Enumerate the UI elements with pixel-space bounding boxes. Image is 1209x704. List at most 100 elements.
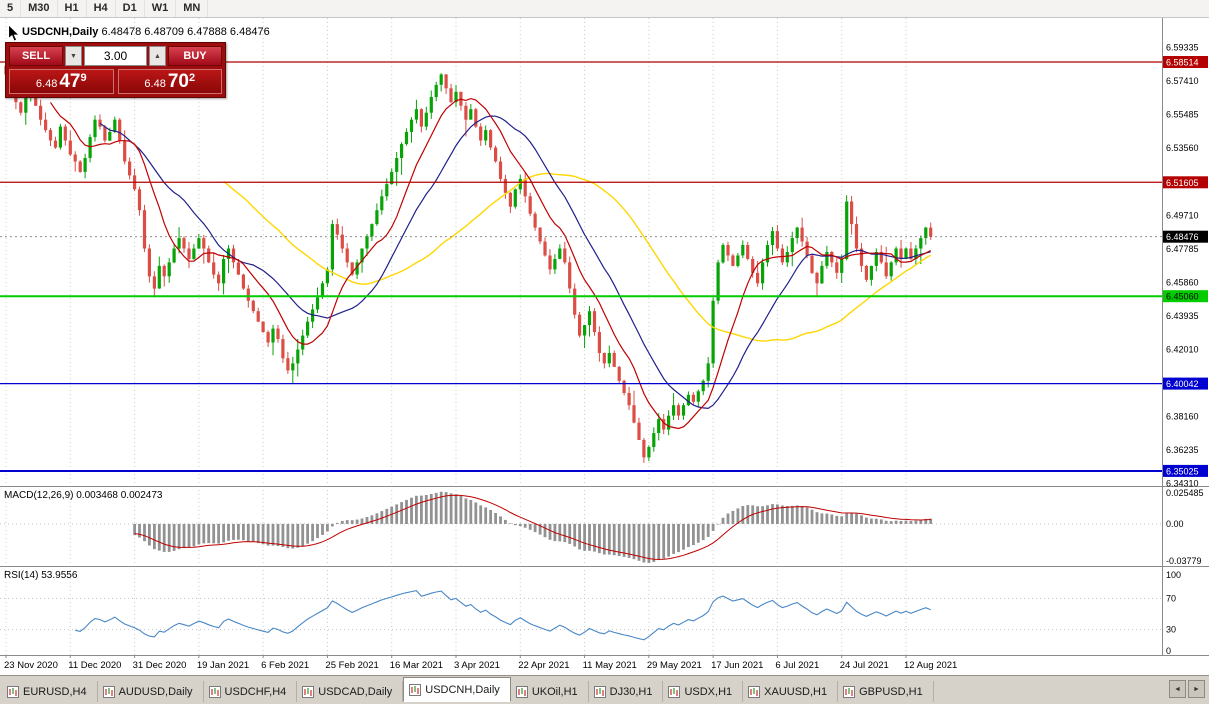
macd-axis-labels: 0.025485 0.00 -0.03779	[1166, 488, 1204, 566]
chart-tab-icon	[843, 685, 856, 698]
svg-text:16 Mar 2021: 16 Mar 2021	[390, 660, 443, 671]
chart-tab-ukoil-h1[interactable]: UKOil,H1	[511, 681, 589, 702]
svg-text:30: 30	[1166, 625, 1176, 635]
svg-text:29 May 2021: 29 May 2021	[647, 660, 702, 671]
chart-tab-label: USDCHF,H4	[224, 685, 287, 698]
chart-tab-icon	[409, 683, 422, 696]
timeframe-button-d1[interactable]: D1	[116, 0, 145, 17]
svg-text:6.58514: 6.58514	[1166, 58, 1199, 68]
svg-text:70: 70	[1166, 593, 1176, 603]
one-click-trading-panel: SELL ▼ ▲ BUY 6.48 47 9 6.48 70 2	[5, 42, 226, 98]
price-level-badge: 6.40042	[1163, 377, 1208, 390]
svg-text:0.025485: 0.025485	[1166, 488, 1204, 498]
svg-text:6 Jul 2021: 6 Jul 2021	[775, 660, 819, 671]
chart-tab-icon	[208, 685, 221, 698]
rsi-axis-labels: 100 70 30 0	[1166, 570, 1181, 656]
mouse-cursor-icon	[8, 25, 20, 42]
tab-scroll-right-button[interactable]: ►	[1188, 680, 1205, 698]
svg-text:6.51605: 6.51605	[1166, 178, 1199, 188]
svg-text:6.48476: 6.48476	[1166, 232, 1199, 242]
buy-price-display[interactable]: 6.48 70 2	[117, 69, 222, 94]
timeframe-button-5[interactable]: 5	[0, 0, 22, 17]
chart-ohlc-readout: 6.48478 6.48709 6.47888 6.48476	[101, 26, 270, 38]
chart-tab-gbpusd-h1[interactable]: GBPUSD,H1	[838, 681, 934, 702]
svg-text:-0.03779: -0.03779	[1166, 556, 1202, 566]
svg-text:23 Nov 2020: 23 Nov 2020	[4, 660, 58, 671]
svg-text:6.47785: 6.47785	[1166, 244, 1199, 254]
svg-text:0.00: 0.00	[1166, 519, 1184, 529]
svg-text:31 Dec 2020: 31 Dec 2020	[133, 660, 187, 671]
chart-tab-icon	[748, 685, 761, 698]
svg-text:11 Dec 2020: 11 Dec 2020	[68, 660, 121, 671]
current-price-badge: 6.48476	[1163, 230, 1208, 243]
chart-tab-usdchf-h4[interactable]: USDCHF,H4	[204, 681, 298, 702]
volume-increase-button[interactable]: ▲	[149, 46, 166, 66]
chart-tab-usdx-h1[interactable]: USDX,H1	[663, 681, 744, 702]
timeframe-button-w1[interactable]: W1	[145, 0, 177, 17]
svg-text:6.49710: 6.49710	[1166, 210, 1199, 220]
macd-indicator-label: MACD(12,26,9) 0.003468 0.002473	[4, 490, 163, 501]
svg-text:19 Jan 2021: 19 Jan 2021	[197, 660, 249, 671]
chart-tab-label: USDCAD,Daily	[318, 685, 393, 698]
date-axis-labels[interactable]: 23 Nov 2020 11 Dec 2020 31 Dec 2020 19 Jan …	[4, 655, 957, 671]
chart-tab-eurusd-h4[interactable]: EURUSD,H4	[2, 681, 98, 702]
chart-tab-label: EURUSD,H4	[23, 685, 87, 698]
svg-text:6.55485: 6.55485	[1166, 110, 1199, 120]
ma-slow-line	[223, 172, 932, 342]
timeframe-button-h1[interactable]: H1	[58, 0, 87, 17]
volume-decrease-button[interactable]: ▼	[65, 46, 82, 66]
sell-price-display[interactable]: 6.48 47 9	[9, 69, 114, 94]
macd-signal-line	[134, 494, 931, 560]
one-click-order-row: SELL ▼ ▲ BUY	[9, 46, 222, 66]
chart-tab-icon	[102, 685, 115, 698]
svg-text:22 Apr 2021: 22 Apr 2021	[518, 660, 569, 671]
svg-text:100: 100	[1166, 570, 1181, 580]
price-level-badge: 6.58514	[1163, 56, 1208, 68]
macd-histogram	[133, 491, 933, 563]
chart-tab-usdcnh-daily[interactable]: USDCNH,Daily	[403, 677, 511, 702]
chart-tab-xauusd-h1[interactable]: XAUUSD,H1	[743, 681, 839, 702]
svg-text:12 Aug 2021: 12 Aug 2021	[904, 660, 957, 671]
chart-tab-label: USDX,H1	[684, 685, 733, 698]
svg-text:6.45860: 6.45860	[1166, 277, 1199, 287]
tab-scroll-left-button[interactable]: ◄	[1169, 680, 1186, 698]
candlesticks-layer	[4, 57, 933, 463]
svg-text:6.45060: 6.45060	[1166, 292, 1199, 302]
svg-text:17 Jun 2021: 17 Jun 2021	[711, 660, 763, 671]
price-axis-background[interactable]	[1162, 18, 1209, 674]
buy-button[interactable]: BUY	[168, 46, 222, 66]
timeframe-button-m30[interactable]: M30	[21, 0, 58, 17]
chart-tab-label: GBPUSD,H1	[859, 685, 923, 698]
chart-tab-usdcad-daily[interactable]: USDCAD,Daily	[297, 681, 404, 702]
sell-button[interactable]: SELL	[9, 46, 63, 66]
buy-price-point: 2	[188, 72, 196, 84]
ma-fast-line	[50, 97, 931, 430]
svg-text:6.40042: 6.40042	[1166, 379, 1199, 389]
svg-text:25 Feb 2021: 25 Feb 2021	[325, 660, 378, 671]
sell-price-base: 6.48	[35, 78, 58, 90]
svg-text:24 Jul 2021: 24 Jul 2021	[840, 660, 889, 671]
svg-text:6.38160: 6.38160	[1166, 411, 1199, 421]
svg-text:3 Apr 2021: 3 Apr 2021	[454, 660, 500, 671]
timeframe-button-mn[interactable]: MN	[176, 0, 209, 17]
svg-text:11 May 2021: 11 May 2021	[583, 660, 637, 671]
svg-text:6.43935: 6.43935	[1166, 311, 1199, 321]
chart-tab-icon	[668, 685, 681, 698]
svg-text:6 Feb 2021: 6 Feb 2021	[261, 660, 309, 671]
price-chart[interactable]: 6.593356.574106.554856.535606.516356.497…	[0, 18, 1209, 674]
svg-text:6.42010: 6.42010	[1166, 344, 1199, 354]
svg-text:6.34310: 6.34310	[1166, 478, 1199, 488]
volume-input[interactable]	[84, 46, 147, 66]
timeframe-button-h4[interactable]: H4	[87, 0, 116, 17]
chart-tab-label: AUDUSD,Daily	[118, 685, 193, 698]
chart-tab-dj30-h1[interactable]: DJ30,H1	[589, 681, 664, 702]
svg-text:0: 0	[1166, 646, 1171, 656]
chart-tab-label: USDCNH,Daily	[425, 683, 500, 696]
price-level-badge: 6.35025	[1163, 464, 1208, 477]
chart-tab-icon	[302, 685, 315, 698]
chart-tab-audusd-daily[interactable]: AUDUSD,Daily	[98, 681, 204, 702]
sell-price-point: 9	[80, 72, 87, 84]
svg-text:6.53560: 6.53560	[1166, 143, 1199, 153]
svg-text:6.59335: 6.59335	[1166, 43, 1199, 53]
